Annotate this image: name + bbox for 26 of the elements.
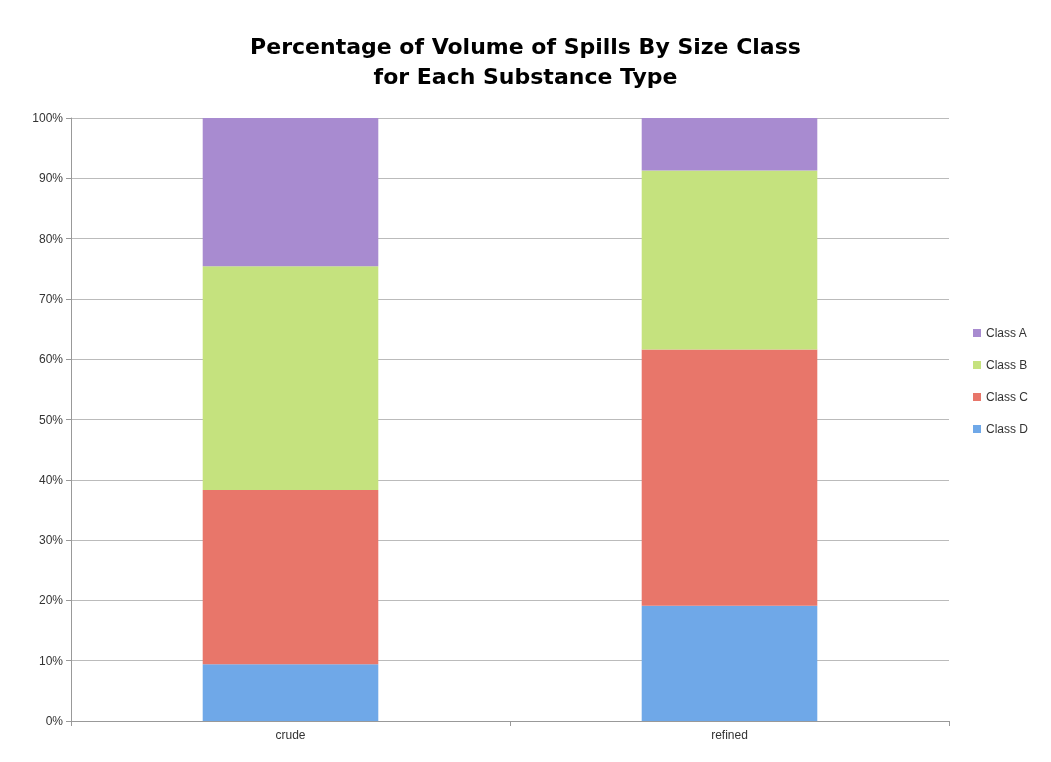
chart-title: Percentage of Volume of Spills By Size Class for Each Substance Type <box>250 33 801 89</box>
y-tick-label: 80% <box>38 231 64 246</box>
bar <box>641 118 818 171</box>
x-tick-label: crude <box>275 728 306 742</box>
y-tick-label: 100% <box>32 111 64 125</box>
y-tick-label: 40% <box>38 472 64 487</box>
bar <box>202 490 379 665</box>
legend-label: Class D <box>985 422 1029 436</box>
bar <box>641 605 818 721</box>
y-tick-label: 0% <box>45 714 64 728</box>
y-tick-label: 20% <box>38 593 64 608</box>
x-tick-label: refined <box>711 728 748 742</box>
bar <box>641 349 818 606</box>
bar <box>641 170 818 350</box>
y-tick-label: 90% <box>38 171 64 186</box>
bar <box>202 664 379 721</box>
y-tick-label: 70% <box>38 291 64 306</box>
legend-label: Class A <box>985 326 1027 340</box>
y-tick-label: 30% <box>38 533 64 548</box>
y-tick-label: 10% <box>38 653 64 668</box>
bar <box>202 118 379 267</box>
legend-label: Class C <box>985 390 1029 404</box>
legend-label: Class B <box>985 358 1028 372</box>
bar <box>202 266 379 491</box>
y-tick-label: 60% <box>38 352 64 367</box>
y-tick-label: 50% <box>38 412 64 427</box>
